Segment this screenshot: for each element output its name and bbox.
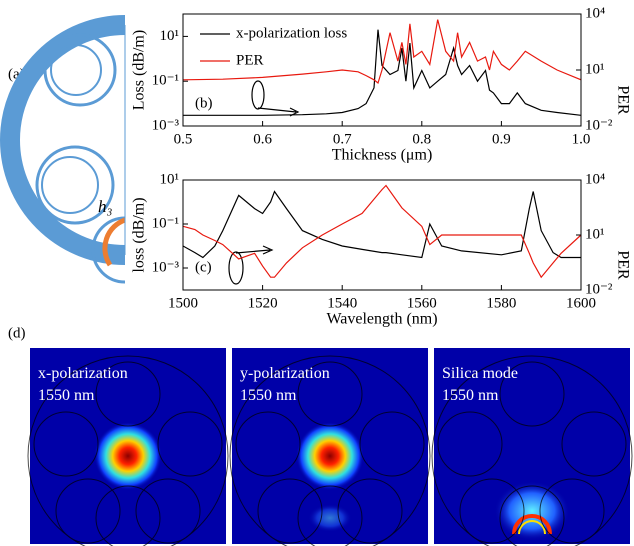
capillary	[235, 411, 301, 477]
y2-tick-label: 10¹	[585, 61, 605, 77]
mode-title: y-polarization	[240, 365, 330, 382]
cladding-circles	[431, 355, 633, 546]
y2-tick-label: 10¹	[585, 226, 605, 242]
y2-tick-label: 10⁴	[585, 5, 605, 21]
mode-field	[308, 504, 352, 532]
panel-label: (c)	[195, 259, 212, 275]
legend-label: PER	[236, 52, 264, 68]
y-tick-label: 10⁻¹	[152, 215, 179, 231]
capillary	[157, 411, 223, 477]
mode-field	[494, 481, 570, 541]
y2-axis-title: PER	[614, 250, 631, 280]
cladding-circles	[27, 355, 229, 546]
capillary	[499, 485, 565, 546]
cladding-circles	[229, 355, 431, 546]
capillary	[55, 478, 121, 544]
capillary	[337, 478, 403, 544]
capillary	[561, 411, 627, 477]
capillary	[33, 411, 99, 477]
outer-cladding	[229, 355, 431, 546]
parameter-label: h₃	[98, 197, 113, 216]
capillary	[297, 361, 363, 427]
x-tick-label: 1580	[486, 295, 516, 311]
x-tick-label: 0.7	[333, 131, 352, 147]
mode-ring	[518, 520, 546, 535]
panel-label: (d)	[8, 325, 26, 341]
y-tick-label: 10⁻³	[152, 117, 180, 133]
panel-label: (b)	[195, 95, 213, 111]
series-line	[183, 184, 581, 279]
x-tick-label: 0.5	[174, 131, 193, 147]
y2-tick-label: 10⁴	[585, 171, 605, 187]
mode-wavelength: 1550 nm	[240, 387, 297, 404]
capillary	[499, 361, 565, 427]
outer-cladding	[431, 355, 633, 546]
capillary	[135, 478, 201, 544]
y2-axis-title: PER	[614, 85, 631, 115]
legend-label: x-polarization loss	[236, 25, 347, 41]
x-tick-label: 1.0	[572, 131, 591, 147]
series-line	[183, 19, 581, 85]
y-tick-label: 10¹	[160, 28, 180, 44]
mode-field	[94, 422, 162, 490]
series-line	[183, 190, 581, 259]
axis-indicator	[228, 80, 300, 285]
y-tick-label: 10¹	[160, 171, 180, 187]
y2-tick-label: 10⁻²	[585, 281, 613, 297]
x-tick-label: 1500	[168, 295, 198, 311]
capillary	[437, 411, 503, 477]
x-tick-label: 1520	[248, 295, 278, 311]
mode-title: x-polarization	[38, 365, 128, 382]
capillary	[95, 361, 161, 427]
capillary	[95, 485, 161, 546]
x-tick-label: 1540	[327, 295, 357, 311]
y-tick-label: 10⁻¹	[152, 73, 179, 89]
x-axis-title: Wavelength (nm)	[326, 311, 437, 328]
mode-field	[296, 422, 364, 490]
x-tick-label: 0.8	[412, 131, 431, 147]
capillary	[257, 478, 323, 544]
outer-cladding	[27, 355, 229, 546]
mode-title: Silica mode	[442, 365, 518, 382]
capillary	[359, 411, 425, 477]
x-tick-label: 0.9	[492, 131, 511, 147]
mode-ring	[512, 514, 552, 535]
mode-images: x-polarization 1550 nm y-polarization 1550 …	[27, 348, 633, 546]
x-tick-label: 0.6	[253, 131, 272, 147]
y-axis-title: loss (dB/m)	[131, 197, 148, 272]
mode-wavelength: 1550 nm	[38, 387, 95, 404]
y-axis-title: Loss (dB/m)	[131, 30, 148, 110]
x-tick-label: 1600	[566, 295, 596, 311]
y2-tick-label: 10⁻²	[585, 117, 613, 133]
x-axis-title: Thickness (μm)	[332, 147, 433, 164]
capillary	[297, 485, 363, 546]
series-line	[183, 29, 581, 116]
fiber-cross-section	[0, 15, 125, 284]
capillary	[459, 478, 525, 544]
y-tick-label: 10⁻³	[152, 259, 180, 275]
mode-wavelength: 1550 nm	[442, 387, 499, 404]
capillary	[539, 478, 605, 544]
x-tick-label: 1560	[407, 295, 437, 311]
